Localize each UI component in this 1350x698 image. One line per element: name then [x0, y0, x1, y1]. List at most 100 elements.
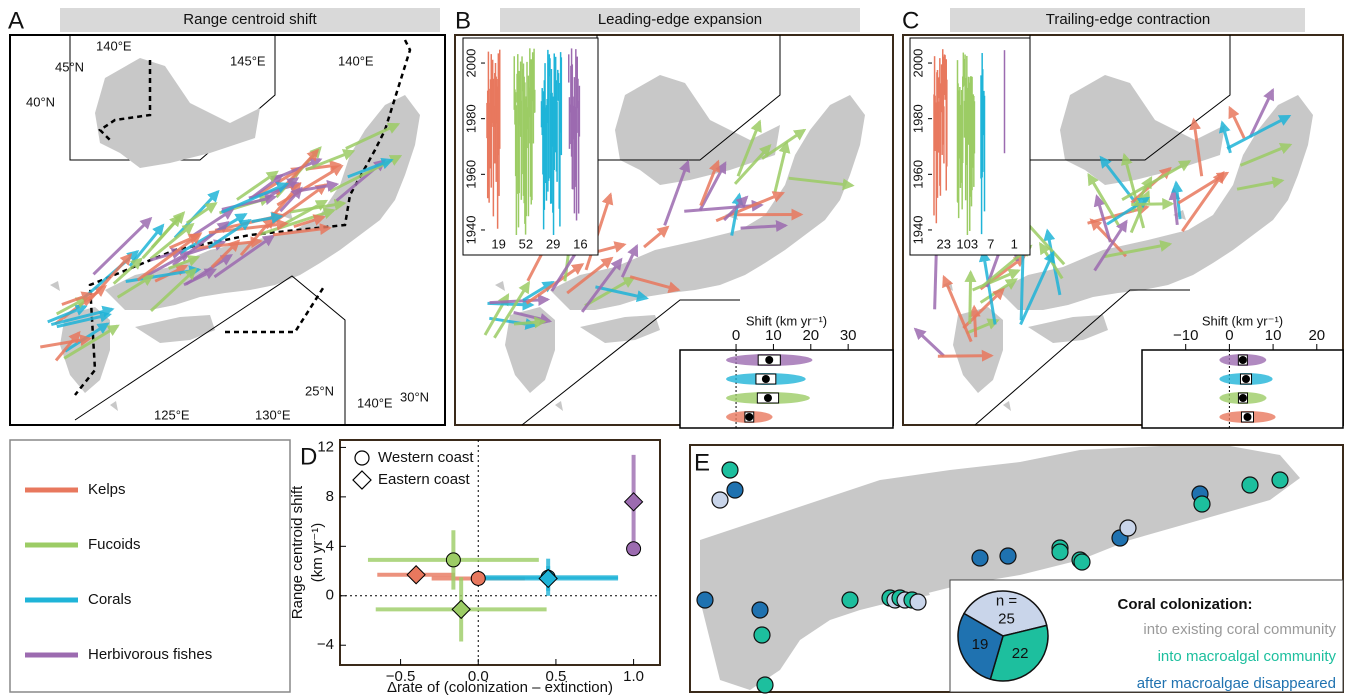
site [1052, 544, 1068, 560]
count-label: 19 [491, 236, 505, 251]
legend-label: after macroalgae disappeared [1137, 675, 1336, 692]
count-label: 7 [987, 236, 994, 251]
site [757, 677, 773, 693]
slice-label: 25 [998, 610, 1015, 627]
y-tick-label: 4 [326, 537, 334, 554]
slice-label: 19 [972, 636, 989, 653]
panel-letter: C [902, 7, 919, 34]
legend-label: Eastern coast [378, 471, 471, 488]
point [452, 600, 470, 618]
coord-label: 145°E [230, 53, 266, 68]
y-tick-label: 1940 [463, 216, 478, 245]
x-axis-label: Δrate of (colonization – extinction) [387, 679, 613, 696]
y-axis-label: Range centroid shift [289, 485, 306, 619]
legend-label: Corals [88, 591, 131, 608]
point [471, 571, 485, 585]
x-tick-label: 1.0 [623, 668, 644, 685]
coord-label: 140°E [357, 395, 393, 410]
point [627, 542, 641, 556]
coord-label: 25°N [305, 383, 334, 398]
point [625, 493, 643, 511]
count-label: 16 [573, 236, 587, 251]
y-tick-label: −4 [317, 636, 334, 653]
site [697, 592, 713, 608]
x-tick-label: 0 [732, 327, 740, 344]
panel-a: Range centroid shift A 140°E 45°N 145°E … [8, 7, 445, 425]
y-tick-label: 8 [326, 488, 334, 505]
point [446, 553, 460, 567]
shift-arrow [974, 307, 976, 337]
x-tick-label: 0 [1225, 327, 1233, 344]
legend-label: Herbivorous fishes [88, 646, 212, 663]
median [764, 394, 772, 402]
panel-letter: E [694, 449, 710, 476]
legend-label: into existing coral community [1143, 621, 1336, 638]
panel-title: Trailing-edge contraction [1046, 11, 1211, 28]
site [842, 592, 858, 608]
shift-arrow [1131, 204, 1172, 205]
pie-title: Coral colonization: [1118, 596, 1253, 613]
panel-title: Range centroid shift [183, 11, 317, 28]
count-label: 23 [937, 236, 951, 251]
x-tick-label: 10 [765, 327, 782, 344]
legend-label: Kelps [88, 481, 126, 498]
count-label: 52 [519, 236, 533, 251]
count-label: 103 [956, 236, 978, 251]
median [1239, 356, 1247, 364]
y-tick-label: 1960 [463, 160, 478, 189]
y-tick-label: 1980 [463, 104, 478, 133]
y-tick-label: 1980 [910, 104, 925, 133]
x-tick-label: 10 [1265, 327, 1282, 344]
legend-label: Fucoids [88, 536, 141, 553]
y-tick-label: 2000 [910, 49, 925, 78]
y-tick-label: 0 [326, 587, 334, 604]
point [407, 566, 425, 584]
legend-marker [353, 471, 371, 489]
median [1242, 375, 1250, 383]
panel-letter: A [8, 7, 24, 34]
y-axis-label: (km yr⁻¹) [309, 523, 326, 583]
x-tick-label: 30 [840, 327, 857, 344]
slice-label: 22 [1012, 645, 1029, 662]
median [1239, 394, 1247, 402]
site [752, 602, 768, 618]
coord-label: 130°E [255, 407, 291, 422]
median [745, 413, 753, 421]
site [727, 482, 743, 498]
site [1242, 477, 1258, 493]
legend-label: into macroalgal community [1158, 648, 1337, 665]
y-tick-label: 1960 [910, 160, 925, 189]
coord-label: 45°N [55, 59, 84, 74]
coord-label: 140°E [96, 38, 132, 53]
panel-letter: D [300, 443, 317, 470]
shift-arrow [938, 356, 992, 357]
legend-marker [355, 451, 369, 465]
site [1120, 520, 1136, 536]
site [1074, 554, 1090, 570]
panel-title: Leading-edge expansion [598, 11, 762, 28]
panel-e: E 25n = into existing coral community 22 in… [690, 445, 1343, 693]
y-tick-label: 1940 [910, 216, 925, 245]
site [972, 550, 988, 566]
site [722, 462, 738, 478]
y-tick-label: 12 [317, 438, 334, 455]
y-tick-label: 2000 [463, 49, 478, 78]
site [754, 627, 770, 643]
x-tick-label: −10 [1173, 327, 1198, 344]
x-tick-label: 20 [802, 327, 819, 344]
shift-arrow [970, 272, 971, 323]
coord-label: 125°E [154, 407, 190, 422]
annotation: n = [996, 592, 1018, 609]
point [539, 569, 557, 587]
median [1243, 413, 1251, 421]
count-label: 29 [546, 236, 560, 251]
site [712, 492, 728, 508]
site [1000, 548, 1016, 564]
scatter-plot: −0.50.00.51.0−404812Δrate of (colonizati… [289, 438, 660, 696]
count-label: 1 [1011, 236, 1018, 251]
site [1272, 472, 1288, 488]
legend-label: Western coast [378, 449, 474, 466]
coord-label: 30°N [400, 389, 429, 404]
figure: Range centroid shift A 140°E 45°N 145°E … [0, 0, 1350, 698]
median [762, 375, 770, 383]
